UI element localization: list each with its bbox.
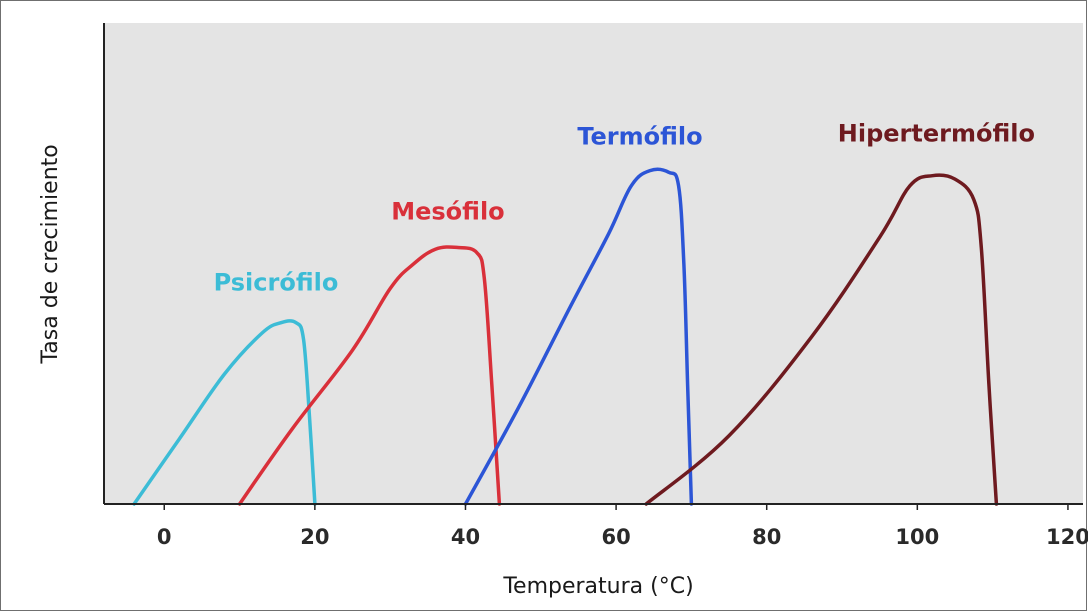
series-label-1: Psicrófilo: [214, 269, 339, 297]
axes-layer: [103, 23, 1083, 505]
y-axis-title: Tasa de crecimiento: [38, 144, 63, 364]
series-label-3: Termófilo: [577, 123, 702, 151]
series-line-2: [237, 245, 502, 506]
x-tick-label: 120: [1046, 525, 1088, 549]
x-tick-label: 20: [300, 525, 329, 549]
x-tick-label: 100: [895, 525, 939, 549]
x-tick-label: 60: [601, 525, 630, 549]
x-tick-label: 40: [451, 525, 480, 549]
series-layer: [132, 167, 999, 506]
series-line-3: [463, 167, 694, 506]
series-line-4: [644, 173, 999, 506]
series-labels: Psicrófilo Mesófilo Termófilo Hipertermófil…: [214, 120, 1035, 297]
x-tick-label: 80: [752, 525, 781, 549]
x-axis-title: Temperatura (°C): [502, 574, 693, 599]
series-label-2: Mesófilo: [391, 198, 504, 226]
x-tick-label: 0: [157, 525, 172, 549]
x-ticks: 0 20 40 60 80 100 120: [157, 504, 1088, 549]
series-label-4: Hipertermófilo: [838, 120, 1035, 148]
